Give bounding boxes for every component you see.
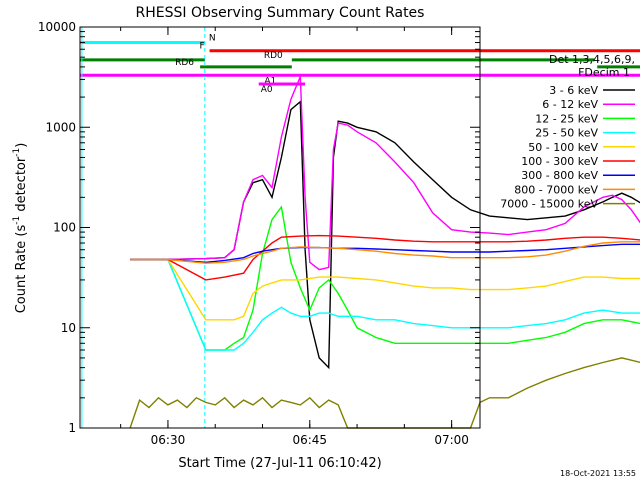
series-line-8 — [129, 357, 640, 429]
segment-label-n: N — [209, 34, 216, 44]
segment-label-rd6: RD6 — [175, 58, 194, 68]
series-line-6 — [130, 243, 640, 264]
legend-label-0: 3 - 6 keV — [549, 84, 598, 97]
legend-label-3: 25 - 50 keV — [535, 127, 598, 140]
y-axis-label-main: Count Rate (s — [14, 225, 29, 314]
segment-label-f: F — [200, 42, 205, 52]
segment-label-rd0: RD0 — [264, 51, 283, 61]
timestamp: 18-Oct-2021 13:55 — [560, 469, 636, 478]
legend-label-8: 7000 - 15000 keV — [500, 198, 598, 211]
series-line-7 — [130, 241, 640, 264]
y-axis-label-sup1: -1 — [12, 216, 22, 225]
series-line-1 — [130, 76, 640, 271]
y-axis-label-end: ) — [14, 143, 29, 148]
legend-label-5: 100 - 300 keV — [521, 155, 598, 168]
y-axis-label-sup2: -1 — [12, 148, 22, 157]
series-line-3 — [130, 258, 640, 351]
series-line-4 — [130, 258, 640, 321]
y-axis-label: Count Rate (s-1 detector-1) — [12, 143, 29, 314]
series-line-0 — [130, 100, 640, 370]
y-tick-label: 10 — [61, 321, 76, 335]
x-axis: 06:30 06:45 07:00 — [120, 27, 469, 447]
series-line-2 — [130, 205, 640, 351]
y-tick-label: 10000 — [38, 20, 76, 34]
legend-header-1: Det 1,3,4,5,6,9, — [549, 53, 635, 66]
chart-title: RHESSI Observing Summary Count Rates — [136, 5, 425, 21]
series-line-5 — [130, 234, 640, 281]
series-lines — [129, 76, 640, 429]
y-tick-label: 1 — [68, 421, 76, 435]
legend-header-2: FDecim 1 — [578, 66, 630, 79]
legend-label-1: 6 - 12 keV — [542, 98, 598, 111]
x-tick-label: 07:00 — [434, 433, 469, 447]
legend-label-2: 12 - 25 keV — [535, 112, 598, 125]
legend-label-6: 300 - 800 keV — [521, 169, 598, 182]
segment-label-a0: A0 — [261, 85, 273, 95]
y-tick-label: 1000 — [45, 120, 76, 134]
plot-frame — [79, 26, 481, 429]
x-axis-label: Start Time (27-Jul-11 06:10:42) — [178, 456, 381, 471]
y-tick-label: 100 — [53, 221, 76, 235]
x-tick-label: 06:30 — [151, 433, 186, 447]
y-axis-label-mid: detector — [14, 156, 29, 216]
legend-label-7: 800 - 7000 keV — [514, 183, 598, 196]
y-axis: 1 10 100 1000 10000 — [38, 20, 480, 435]
legend-label-4: 50 - 100 keV — [528, 141, 598, 154]
x-tick-label: 06:45 — [292, 433, 327, 447]
segment-label-a1: A1 — [264, 76, 276, 86]
